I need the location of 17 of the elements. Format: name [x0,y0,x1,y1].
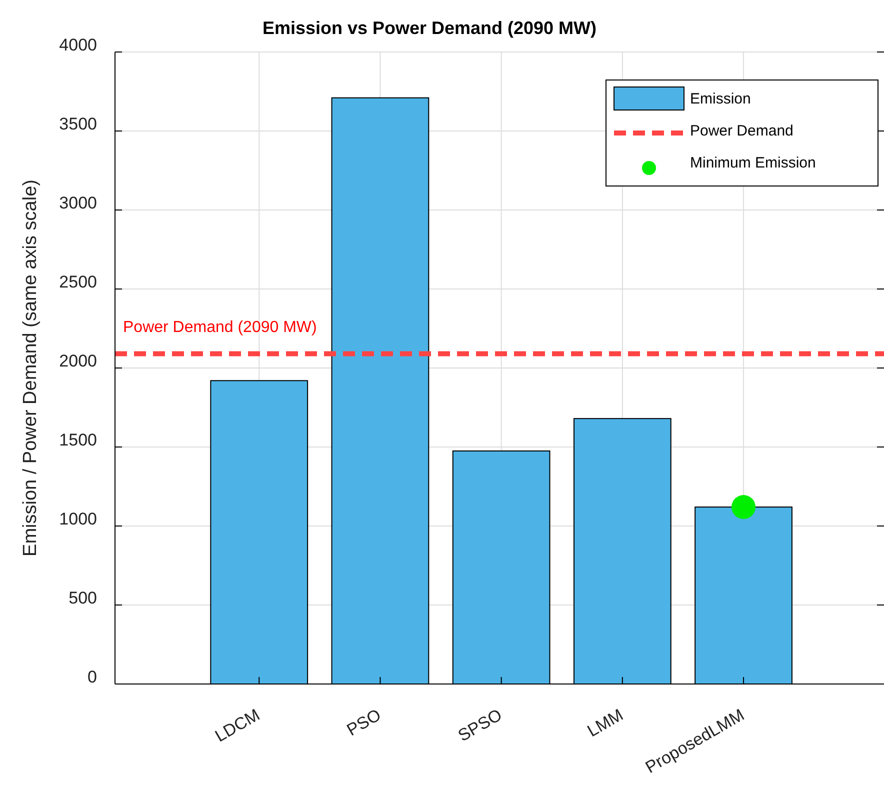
y-tick-label: 4000 [59,35,97,54]
legend-label: Power Demand [690,122,794,140]
y-tick-label: 500 [68,588,97,608]
y-tick-label: 3500 [59,114,97,134]
x-tick-label: LMM [584,705,626,741]
y-tick-label: 0 [88,667,97,686]
chart-title: Emission vs Power Demand (2090 MW) [262,18,597,38]
y-tick-label: 1500 [59,430,97,450]
y-tick-label: 1000 [59,509,97,528]
legend-label: Minimum Emission [690,154,816,172]
y-axis-title: Emission / Power Demand (same axis scale) [20,180,41,556]
legend-label: Emission [690,90,751,108]
annotation: Power Demand (2090 MW) [123,318,317,336]
y-tick-label: 3000 [59,193,97,212]
x-tick-label: PSO [344,705,384,740]
y-tick-label: 2000 [59,351,97,370]
y-tick-label: 2500 [59,272,97,292]
